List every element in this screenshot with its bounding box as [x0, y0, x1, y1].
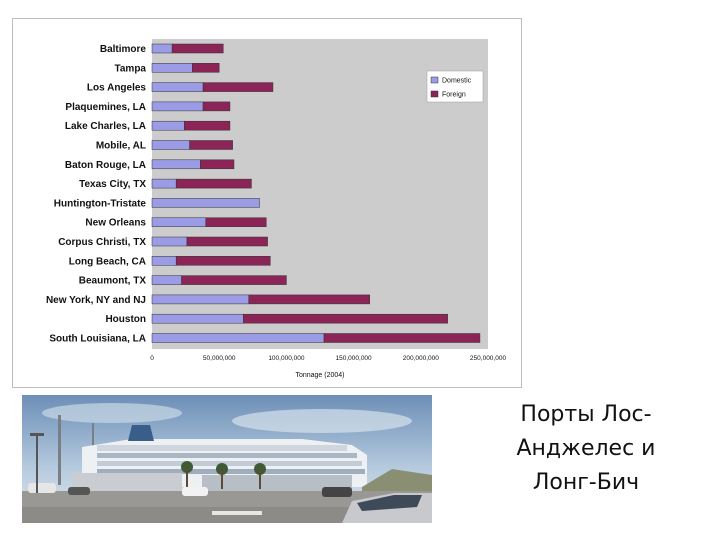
bar-foreign-9 [205, 217, 267, 227]
slide-caption: Порты Лос- Анджелес и Лонг-Бич [488, 398, 684, 500]
x-axis-title: Tonnage (2004) [295, 372, 344, 379]
port-photo [22, 395, 432, 523]
bar-domestic-4 [151, 120, 185, 131]
bar-foreign-0 [171, 43, 224, 54]
bar-domestic-11 [151, 256, 177, 266]
category-label: Mobile, AL [96, 141, 146, 152]
category-label: Texas City, TX [79, 179, 146, 190]
bar-domestic-15 [151, 333, 325, 343]
category-label: Huntington-Tristate [54, 198, 147, 209]
category-label: Long Beach, CA [69, 256, 146, 267]
category-label: Corpus Christi, TX [58, 237, 146, 248]
x-tick-label: 250,000,000 [470, 355, 507, 362]
category-label: Tampa [115, 63, 147, 74]
bar-domestic-9 [151, 217, 207, 227]
category-label: Houston [105, 314, 146, 325]
bar-foreign-12 [181, 275, 287, 285]
bar-domestic-13 [151, 294, 250, 305]
caption-line: Порты Лос- [520, 402, 652, 427]
x-tick-label: 150,000,000 [336, 355, 373, 362]
bar-domestic-3 [151, 101, 204, 112]
bar-foreign-7 [175, 178, 252, 189]
bar-foreign-14 [243, 313, 448, 324]
category-label: Lake Charles, LA [65, 121, 146, 132]
caption-line: Анджелес и [516, 436, 656, 461]
bar-foreign-11 [175, 256, 271, 266]
bar-domestic-8 [151, 198, 260, 208]
bar-domestic-5 [151, 140, 190, 150]
category-label: Baton Rouge, LA [65, 160, 146, 171]
bar-foreign-3 [202, 101, 231, 112]
category-label: Beaumont, TX [79, 276, 147, 287]
bar-foreign-15 [323, 333, 481, 343]
bar-foreign-10 [186, 236, 268, 247]
legend-swatch-domestic [430, 76, 439, 84]
chart-frame: Baltimore Tampa Los Angeles Plaquemines, LA… [12, 18, 522, 388]
category-label: Plaquemines, LA [65, 102, 146, 113]
x-tick-label: 0 [150, 355, 154, 362]
bar-domestic-7 [151, 178, 177, 189]
bar-domestic-1 [151, 63, 193, 73]
legend: Domestic Foreign [426, 70, 484, 103]
bar-foreign-1 [192, 63, 220, 73]
x-tick-label: 200,000,000 [403, 355, 440, 362]
stacked-bar-chart: Baltimore Tampa Los Angeles Plaquemines, LA… [46, 39, 507, 379]
bar-foreign-5 [189, 140, 233, 150]
category-label: New Orleans [85, 218, 146, 229]
bar-domestic-2 [151, 82, 204, 92]
category-label: South Louisiana, LA [49, 334, 146, 345]
bar-domestic-6 [151, 159, 201, 170]
bar-domestic-0 [151, 43, 173, 54]
bar-foreign-13 [248, 294, 370, 305]
legend-label-foreign: Foreign [442, 92, 466, 99]
category-label: Los Angeles [87, 83, 147, 94]
legend-label-domestic: Domestic [442, 78, 472, 85]
x-tick-label: 100,000,000 [268, 355, 305, 362]
bar-foreign-2 [202, 82, 274, 92]
bar-domestic-12 [151, 275, 182, 285]
x-tick-label: 50,000,000 [203, 355, 236, 362]
bar-foreign-6 [200, 159, 235, 170]
legend-swatch-foreign [430, 90, 439, 98]
category-label: Baltimore [100, 44, 147, 55]
caption-line: Лонг-Бич [532, 470, 640, 495]
category-label: New York, NY and NJ [46, 295, 146, 306]
bar-domestic-14 [151, 313, 244, 324]
bar-foreign-4 [184, 120, 231, 131]
bar-domestic-10 [151, 236, 188, 247]
